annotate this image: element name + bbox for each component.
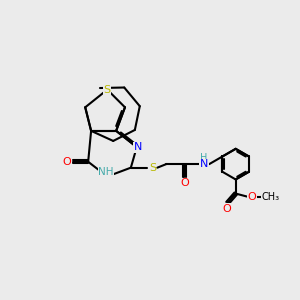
Text: N: N	[134, 142, 142, 152]
Text: H: H	[200, 153, 208, 163]
Text: O: O	[248, 191, 256, 202]
Text: S: S	[149, 163, 156, 173]
Text: O: O	[63, 157, 71, 167]
Text: N: N	[200, 159, 208, 169]
Text: O: O	[223, 204, 231, 214]
Text: NH: NH	[98, 167, 114, 177]
Text: S: S	[104, 85, 111, 94]
Text: CH₃: CH₃	[261, 191, 280, 202]
Text: O: O	[180, 178, 189, 188]
